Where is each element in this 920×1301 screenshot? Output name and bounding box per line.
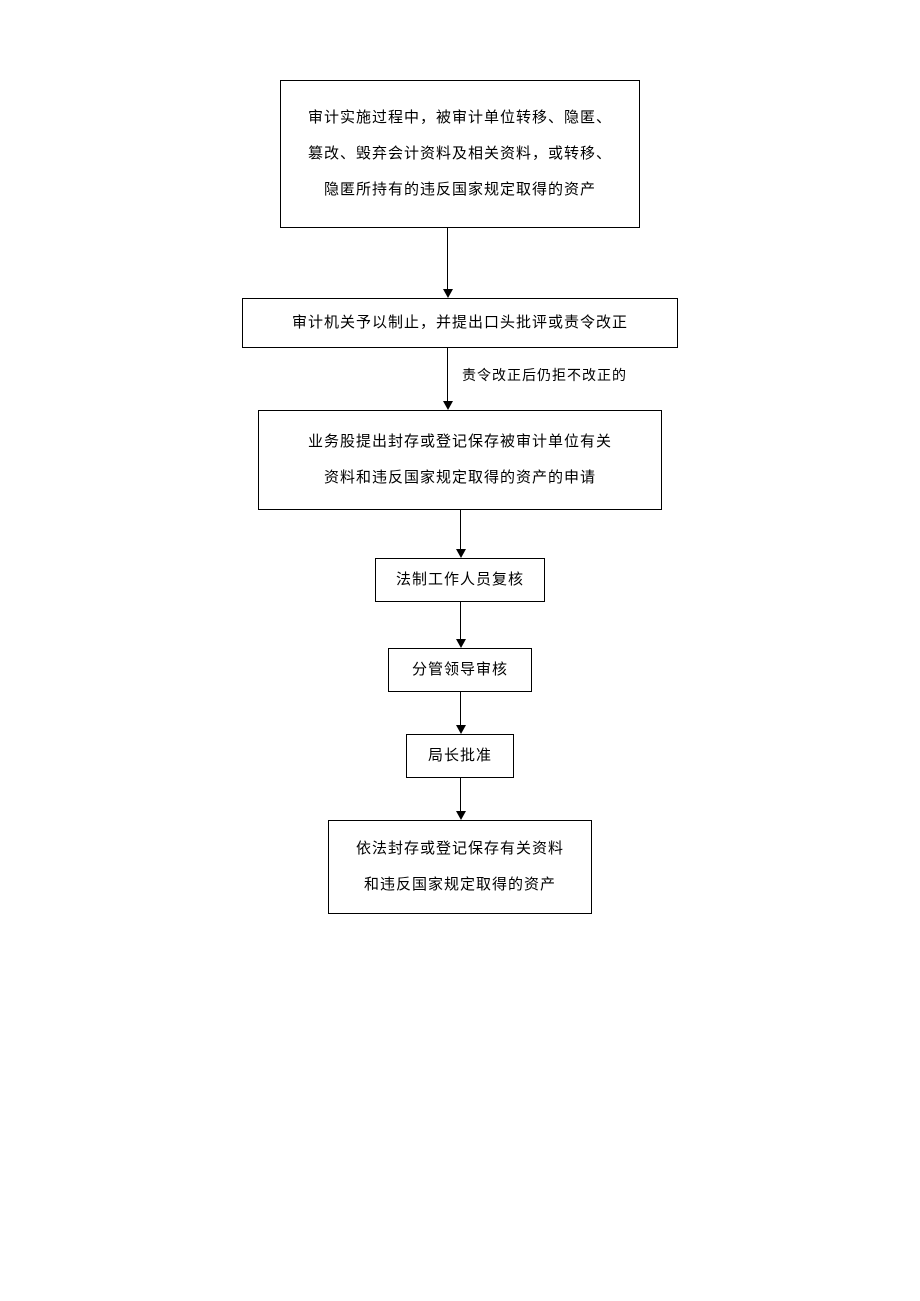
- edge-line: [460, 602, 461, 639]
- flowchart-node-legal-review: 法制工作人员复核: [375, 558, 545, 602]
- edge-line: [460, 692, 461, 725]
- edge-line: [460, 778, 461, 811]
- arrow-down-icon: [443, 401, 453, 410]
- flowchart-node-director-approve: 局长批准: [406, 734, 514, 778]
- edge-line: [460, 510, 461, 549]
- node-text: 法制工作人员复核: [396, 562, 524, 598]
- flowchart-node-stop-order: 审计机关予以制止，并提出口头批评或责令改正: [242, 298, 678, 348]
- flowchart-node-start: 审计实施过程中，被审计单位转移、隐匿、 篡改、毁弃会计资料及相关资料，或转移、 …: [280, 80, 640, 228]
- flowchart-container: 审计实施过程中，被审计单位转移、隐匿、 篡改、毁弃会计资料及相关资料，或转移、 …: [0, 0, 920, 1301]
- flowchart-node-leader-review: 分管领导审核: [388, 648, 532, 692]
- arrow-down-icon: [443, 289, 453, 298]
- edge-line: [447, 348, 448, 401]
- node-text: 篡改、毁弃会计资料及相关资料，或转移、: [308, 136, 612, 172]
- arrow-down-icon: [456, 725, 466, 734]
- arrow-down-icon: [456, 639, 466, 648]
- flowchart-node-apply-seal: 业务股提出封存或登记保存被审计单位有关 资料和违反国家规定取得的资产的申请: [258, 410, 662, 510]
- node-text: 分管领导审核: [412, 652, 508, 688]
- edge-line: [447, 228, 448, 289]
- node-text: 业务股提出封存或登记保存被审计单位有关: [308, 424, 612, 460]
- node-text: 隐匿所持有的违反国家规定取得的资产: [324, 172, 596, 208]
- node-text: 局长批准: [428, 738, 492, 774]
- node-text: 审计实施过程中，被审计单位转移、隐匿、: [308, 100, 612, 136]
- node-text: 依法封存或登记保存有关资料: [356, 831, 564, 867]
- node-text: 和违反国家规定取得的资产: [364, 867, 556, 903]
- flowchart-node-seal-action: 依法封存或登记保存有关资料 和违反国家规定取得的资产: [328, 820, 592, 914]
- node-text: 审计机关予以制止，并提出口头批评或责令改正: [292, 305, 628, 341]
- edge-label-refuse: 责令改正后仍拒不改正的: [462, 365, 627, 385]
- arrow-down-icon: [456, 549, 466, 558]
- node-text: 资料和违反国家规定取得的资产的申请: [324, 460, 596, 496]
- arrow-down-icon: [456, 811, 466, 820]
